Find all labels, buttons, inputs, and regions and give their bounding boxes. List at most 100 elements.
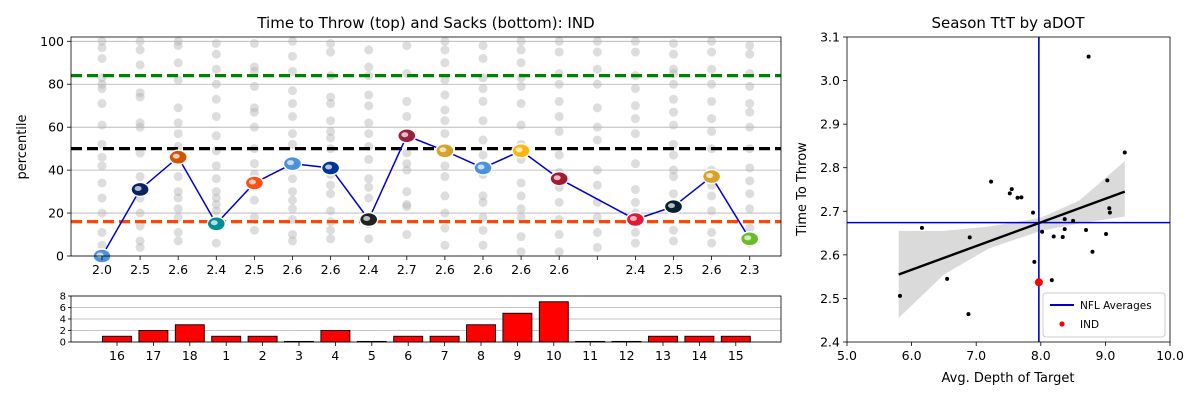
league-dot (135, 122, 145, 132)
scatter-y-tick-label: 2.5 (820, 291, 840, 306)
league-dot (630, 197, 640, 207)
league-dot (440, 172, 450, 182)
opponent-logo-marker (397, 128, 417, 144)
league-dot (402, 41, 412, 51)
league-dot (288, 86, 297, 96)
league-dot (211, 49, 221, 59)
league-dot (440, 105, 450, 115)
sacks-x-tick-label: 12 (619, 348, 635, 363)
league-dot (97, 79, 107, 89)
league-dot (707, 79, 717, 89)
league-dot (440, 191, 450, 201)
league-dot (97, 53, 107, 63)
league-dot (364, 182, 374, 192)
team-point (1032, 259, 1037, 264)
league-dot (211, 161, 221, 171)
league-dot (135, 88, 145, 98)
sacks-x-tick-label: 16 (109, 348, 125, 363)
league-dot (402, 111, 412, 121)
league-dot (592, 227, 602, 237)
league-dot (516, 45, 526, 55)
sack-bar (102, 335, 132, 343)
opponent-logo-highlight (287, 160, 294, 166)
ind-point (1034, 278, 1043, 287)
league-dot (745, 122, 755, 132)
league-dot (478, 150, 488, 160)
league-dot (326, 133, 336, 143)
league-dot (478, 212, 488, 222)
league-dot (135, 208, 145, 218)
sacks-x-tick-label: 9 (513, 348, 521, 363)
legend-ind-label: IND (1080, 319, 1099, 331)
ttt-x-tick-label: 2.5 (244, 262, 264, 277)
league-dot (135, 148, 145, 158)
league-dot (745, 204, 755, 214)
sacks-x-tick-label: 10 (546, 348, 562, 363)
league-dot (211, 94, 221, 104)
league-dot (173, 58, 183, 68)
ttt-x-tick-label: 2.5 (130, 262, 150, 277)
team-point (1107, 210, 1112, 215)
team-point (1104, 231, 1109, 236)
opponent-logo-highlight (210, 220, 218, 226)
opponent-logo-highlight (325, 164, 333, 170)
opponent-logo-marker (320, 160, 341, 176)
ttt-y-axis-label: percentile (15, 114, 30, 179)
ttt-x-tick-label: 2.0 (92, 262, 112, 277)
team-point (1031, 210, 1036, 215)
league-dot (97, 43, 107, 53)
league-dot (97, 227, 107, 237)
league-dot (97, 152, 107, 162)
league-dot (135, 92, 145, 102)
league-dot (402, 148, 412, 158)
league-dot (516, 247, 526, 256)
league-dot (288, 111, 297, 121)
sacks-x-tick-label: 3 (295, 348, 303, 363)
team-point (1071, 218, 1076, 223)
ttt-x-tick-label: 2.4 (625, 262, 645, 277)
sacks-x-ticks: 16 17 18 1 2 3 4 5 6 7 8 9 10 11 12 13 14 15 (109, 342, 744, 363)
league-dot (326, 225, 336, 235)
league-dot (592, 103, 602, 113)
league-dot (554, 96, 564, 106)
opponent-logo-highlight (439, 147, 447, 153)
team-point (967, 235, 972, 240)
opponent-logo-highlight (706, 173, 714, 179)
league-dot (478, 41, 488, 51)
scatter-x-tick-label: 10.0 (1156, 348, 1184, 363)
confidence-band (898, 161, 1125, 319)
league-dot (173, 193, 183, 203)
league-dot (326, 38, 336, 48)
sacks-x-tick-label: 7 (441, 348, 449, 363)
league-dot (288, 187, 297, 197)
opponent-logo-marker (549, 171, 569, 187)
league-dot (516, 58, 526, 68)
league-dot (288, 236, 297, 246)
league-dot (135, 236, 145, 246)
league-dot (211, 38, 221, 48)
ttt-x-tick-label: 2.6 (168, 262, 188, 277)
league-dot (440, 240, 450, 250)
league-dot (135, 118, 145, 128)
league-dot (364, 174, 374, 184)
ttt-y-tick-label: 20 (48, 206, 64, 221)
team-point (1049, 278, 1054, 283)
team-point (1007, 191, 1012, 196)
sack-bar (138, 330, 169, 343)
league-dot (478, 240, 488, 250)
league-dot (669, 165, 678, 175)
league-dot (745, 99, 755, 109)
league-dot (173, 75, 183, 85)
league-dot (173, 37, 183, 46)
sack-bar (684, 335, 715, 343)
ttt-x-tick-label: 2.6 (549, 262, 569, 277)
league-dot (364, 45, 374, 55)
scatter-title: Season TtT by aDOT (931, 14, 1085, 32)
league-dot (249, 225, 259, 235)
sacks-x-tick-label: 17 (145, 348, 161, 363)
league-dot (592, 212, 602, 222)
league-dot (592, 47, 602, 57)
league-dot (630, 184, 640, 194)
league-dot (669, 236, 678, 246)
